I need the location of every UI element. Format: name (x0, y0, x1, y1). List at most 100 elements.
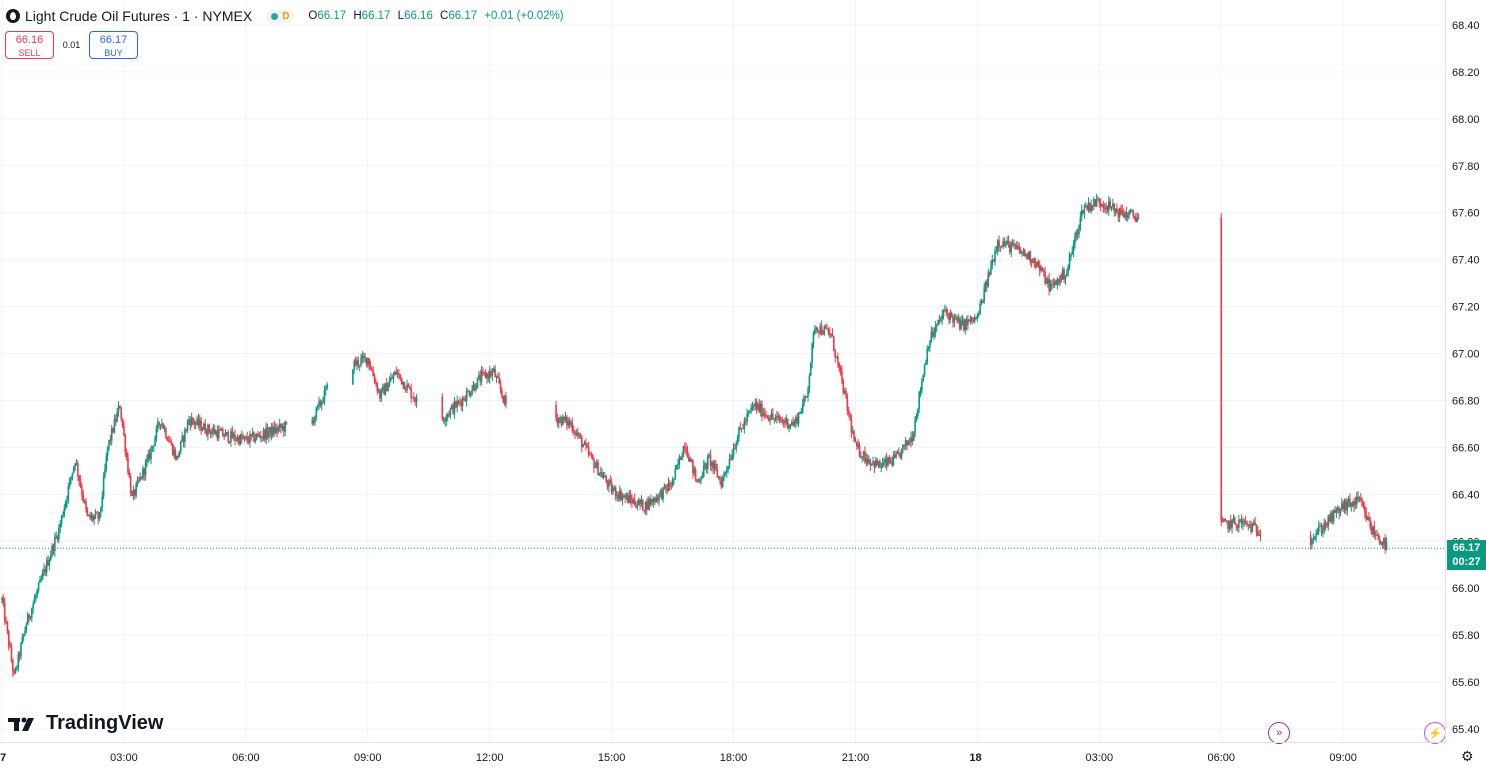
candle-body (595, 462, 598, 467)
candle-body (945, 309, 948, 313)
candle-body (486, 374, 488, 379)
candle-body (709, 455, 712, 466)
candle-body (690, 458, 693, 460)
candle-body (984, 281, 987, 289)
candle-body (907, 441, 910, 446)
candle-body (102, 476, 105, 497)
candle-body (174, 450, 177, 460)
y-tick-label: 68.40 (1452, 20, 1480, 32)
candle-body (216, 431, 219, 439)
buy-button[interactable]: 66.17 BUY (89, 31, 138, 59)
time-axis[interactable]: 17 03:00 06:00 09:00 12:00 15:00 18:00 21:00 18 0… (0, 742, 1445, 771)
candle-body (682, 446, 685, 458)
candle-body (1072, 244, 1075, 252)
candle-body (368, 358, 370, 366)
candle-body (74, 463, 76, 467)
candle-body (728, 459, 731, 467)
candle-body (731, 454, 733, 460)
candle-body (562, 416, 564, 426)
candle-body (463, 397, 465, 400)
candle-body (740, 428, 743, 430)
candle-body (873, 460, 876, 468)
candle-body (318, 401, 320, 406)
candle-body (208, 424, 211, 432)
candle-body (594, 466, 597, 468)
candle-body (782, 420, 785, 423)
candle-body (719, 476, 721, 481)
candle-body (353, 360, 356, 370)
candle-body (181, 436, 183, 442)
candle-body (801, 404, 804, 413)
candle-body (376, 383, 379, 392)
candle-body (106, 446, 109, 456)
candle-body (64, 501, 67, 509)
candle-body (364, 357, 366, 359)
candle-body (923, 365, 926, 376)
candle-body (808, 375, 811, 389)
candle-body (142, 468, 144, 479)
candle-body (566, 416, 568, 426)
candle-body (678, 456, 681, 465)
sell-button[interactable]: 66.16 SELL (5, 31, 54, 59)
candle-body (366, 358, 369, 365)
candle-body (956, 316, 958, 321)
candle-body (1025, 254, 1027, 257)
candle-body (21, 637, 24, 644)
candle-body (644, 501, 647, 511)
candle-body (190, 417, 193, 426)
candle-body (492, 368, 495, 372)
candle-body (1133, 215, 1136, 219)
candle-body (479, 375, 482, 382)
candle-body (117, 405, 120, 413)
candle-body (992, 259, 995, 262)
candle-body (556, 417, 559, 424)
tradingview-logo[interactable]: TradingView (8, 712, 163, 735)
candle-body (82, 494, 85, 502)
candle-body (35, 595, 37, 599)
candle-body (826, 328, 828, 330)
candle-body (790, 422, 793, 425)
candle-body (700, 478, 702, 481)
candle-body (1015, 245, 1018, 249)
open-value: 66.17 (317, 10, 347, 22)
gear-icon[interactable]: ⚙ (1461, 748, 1474, 764)
price-axis[interactable]: 68.40 68.20 68.00 67.80 67.60 67.40 67.20 67.00… (1445, 0, 1486, 742)
candle-body (651, 498, 654, 503)
chart-area[interactable] (0, 0, 1445, 742)
candle-body (942, 310, 945, 316)
candle-body (490, 371, 492, 376)
candle-body (559, 417, 561, 420)
candle-body (197, 418, 200, 426)
candle-body (473, 384, 476, 390)
candle-body (1067, 266, 1069, 273)
lightning-icon[interactable]: ⚡ (1424, 722, 1446, 744)
candle-body (625, 494, 628, 498)
candle-body (1351, 502, 1354, 507)
candle-body (1048, 278, 1050, 292)
go-to-realtime-icon[interactable]: » (1268, 722, 1290, 744)
candle-body (692, 459, 694, 473)
candle-body (758, 404, 761, 413)
candle-body (1000, 246, 1003, 248)
candle-body (169, 441, 171, 443)
candle-body (159, 424, 162, 426)
price-chart[interactable] (0, 0, 1445, 742)
candle-body (1017, 246, 1019, 249)
candle-body (1240, 519, 1243, 525)
x-tick-label: 12:00 (476, 752, 504, 764)
candle-body (161, 423, 163, 425)
candle-body (51, 545, 53, 556)
candle-body (742, 428, 744, 430)
candle-body (311, 420, 314, 424)
candle-body (192, 417, 194, 422)
candle-body (1359, 498, 1362, 500)
symbol-title[interactable]: Light Crude Oil Futures · 1 · NYMEX (25, 8, 253, 24)
candle-body (1228, 520, 1231, 529)
market-status-pill[interactable]: D (266, 9, 295, 23)
candle-body (721, 477, 724, 488)
candle-body (1070, 254, 1072, 258)
candle-body (1354, 501, 1357, 505)
candle-body (587, 447, 590, 454)
candle-body (1257, 531, 1259, 536)
candle-body (277, 427, 280, 432)
